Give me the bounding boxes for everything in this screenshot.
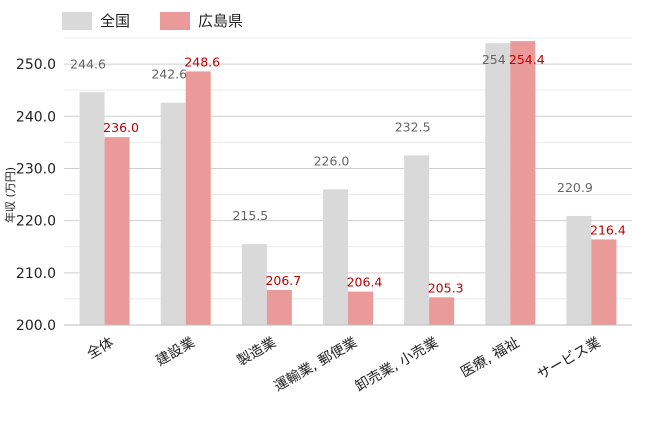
bar-national[interactable] [323, 189, 348, 325]
value-label-hiroshima: 206.7 [265, 273, 301, 288]
legend-label-hiroshima: 広島県 [198, 12, 244, 30]
bar-hiroshima[interactable] [510, 41, 536, 325]
bar-hiroshima[interactable] [591, 239, 617, 325]
value-label-hiroshima: 236.0 [103, 120, 139, 135]
bar-national[interactable] [404, 155, 430, 325]
y-tick-label: 250.0 [16, 57, 56, 73]
value-label-hiroshima: 205.3 [428, 280, 464, 295]
bar-hiroshima[interactable] [348, 291, 373, 325]
bar-hiroshima[interactable] [104, 137, 130, 325]
y-axis-label: 年収 (万円) [3, 167, 17, 223]
value-label-national: 215.5 [232, 208, 268, 223]
category-label: 建設業 [153, 335, 197, 370]
legend-label-national: 全国 [100, 12, 131, 30]
value-label-hiroshima: 248.6 [184, 54, 220, 69]
y-tick-label: 210.0 [16, 266, 56, 282]
value-label-national: 254 [482, 52, 506, 67]
bar-hiroshima[interactable] [429, 297, 455, 325]
value-label-national: 244.6 [70, 56, 106, 71]
bar-national[interactable] [160, 102, 186, 326]
value-label-national: 226.0 [314, 153, 350, 168]
value-label-hiroshima: 254.4 [509, 52, 545, 67]
value-label-hiroshima: 216.4 [590, 222, 626, 237]
legend-swatch-hiroshima [160, 11, 191, 30]
legend-swatch-national [62, 11, 92, 30]
bar-national[interactable] [485, 43, 511, 326]
category-label: 製造業 [234, 335, 278, 370]
bars [79, 41, 617, 326]
value-label-national: 232.5 [395, 119, 431, 134]
bar-hiroshima[interactable] [266, 290, 292, 325]
value-label-national: 220.9 [557, 180, 593, 195]
bar-national[interactable] [566, 215, 592, 325]
legend: 全国 広島県 [62, 10, 243, 31]
category-label: 卸売業, 小売業 [353, 335, 441, 395]
category-label: 運輸業, 郵便業 [272, 335, 360, 395]
y-tick-label: 230.0 [16, 161, 56, 177]
y-axis: 200.0 210.0 220.0 230.0 240.0 250.0 [16, 57, 56, 334]
y-tick-label: 200.0 [16, 318, 56, 334]
category-label: サービス業 [535, 335, 604, 384]
y-tick-label: 220.0 [16, 214, 56, 230]
bar-national[interactable] [79, 92, 105, 325]
legend-item-national[interactable]: 全国 [62, 10, 130, 31]
y-tick-label: 240.0 [16, 109, 56, 125]
bar-hiroshima[interactable] [185, 71, 211, 325]
legend-item-hiroshima[interactable]: 広島県 [160, 10, 243, 31]
value-label-national: 242.6 [151, 67, 187, 82]
value-label-hiroshima: 206.4 [347, 275, 383, 290]
category-label: 医療, 福祉 [458, 334, 523, 381]
bar-national[interactable] [241, 244, 267, 325]
category-label: 全体 [84, 334, 117, 363]
